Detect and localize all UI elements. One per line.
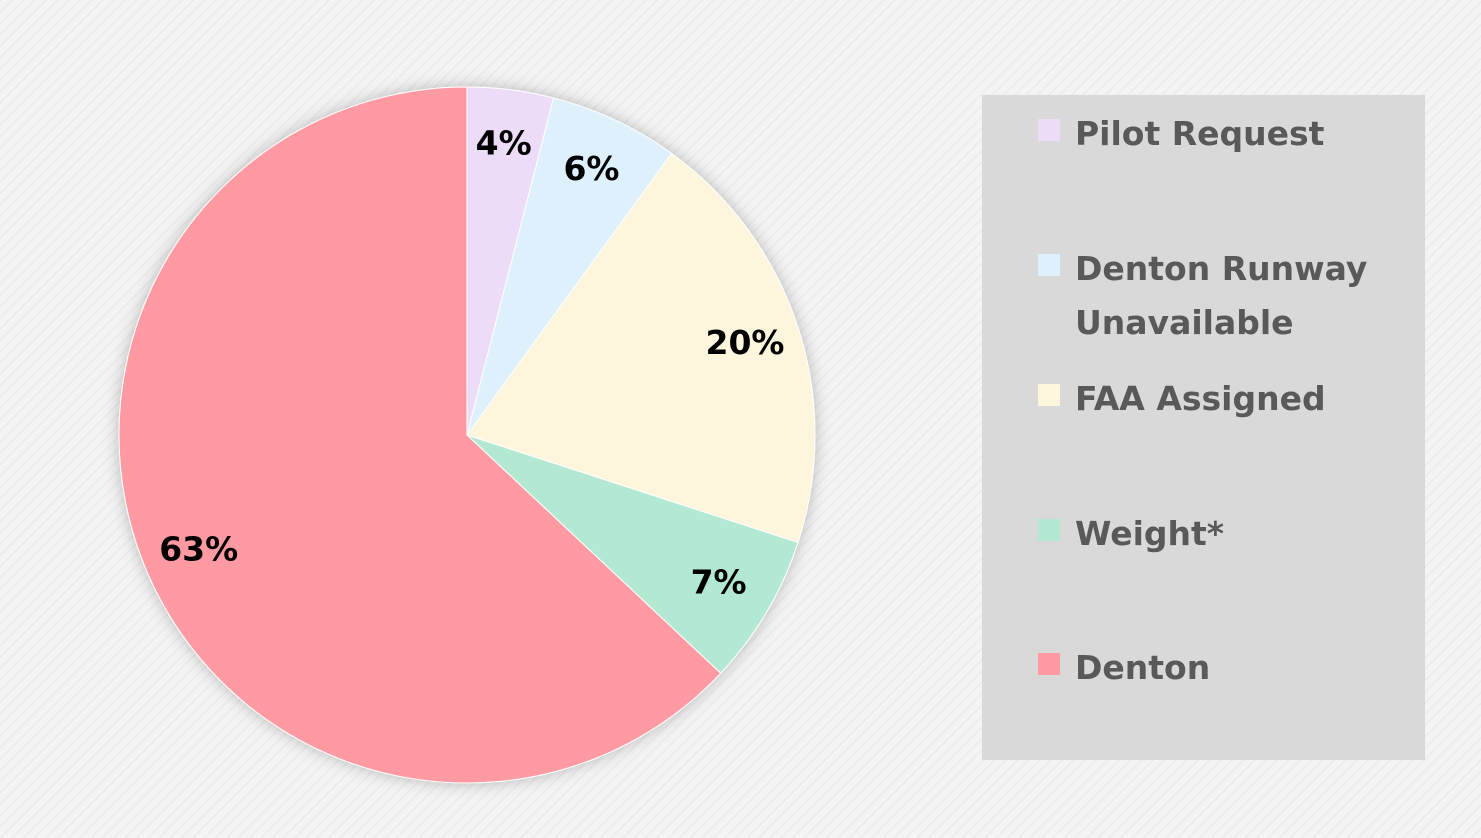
legend-swatch	[1038, 519, 1060, 541]
data-label: 63%	[159, 530, 238, 569]
data-label: 7%	[691, 562, 747, 601]
pie	[118, 86, 816, 784]
pie-slice	[466, 97, 673, 436]
legend-swatch	[1038, 254, 1060, 276]
legend: Pilot Request Denton Runway Unavailable FA…	[982, 95, 1425, 760]
legend-entry: Pilot Request	[1038, 107, 1368, 161]
legend-label: Pilot Request	[1075, 114, 1325, 153]
legend-label: Denton Runway Unavailable	[1075, 249, 1368, 342]
legend-entry: Denton	[1038, 641, 1368, 695]
legend-label: FAA Assigned	[1075, 379, 1326, 418]
pie-slice	[118, 86, 722, 784]
legend-entry: FAA Assigned	[1038, 372, 1368, 426]
legend-entry: Denton Runway Unavailable	[1038, 242, 1368, 350]
legend-entry: Weight*	[1038, 507, 1368, 561]
pie-slice	[466, 434, 799, 674]
legend-swatch	[1038, 384, 1060, 406]
data-label: 4%	[476, 123, 532, 162]
data-label: 20%	[706, 323, 785, 362]
legend-label: Weight*	[1075, 514, 1225, 553]
legend-swatch	[1038, 653, 1060, 675]
data-label: 6%	[563, 149, 619, 188]
legend-label: Denton	[1075, 648, 1211, 687]
data-labels: 4% 6% 20% 7% 63%	[159, 123, 784, 601]
pie-slice	[466, 152, 816, 544]
legend-swatch	[1038, 119, 1060, 141]
